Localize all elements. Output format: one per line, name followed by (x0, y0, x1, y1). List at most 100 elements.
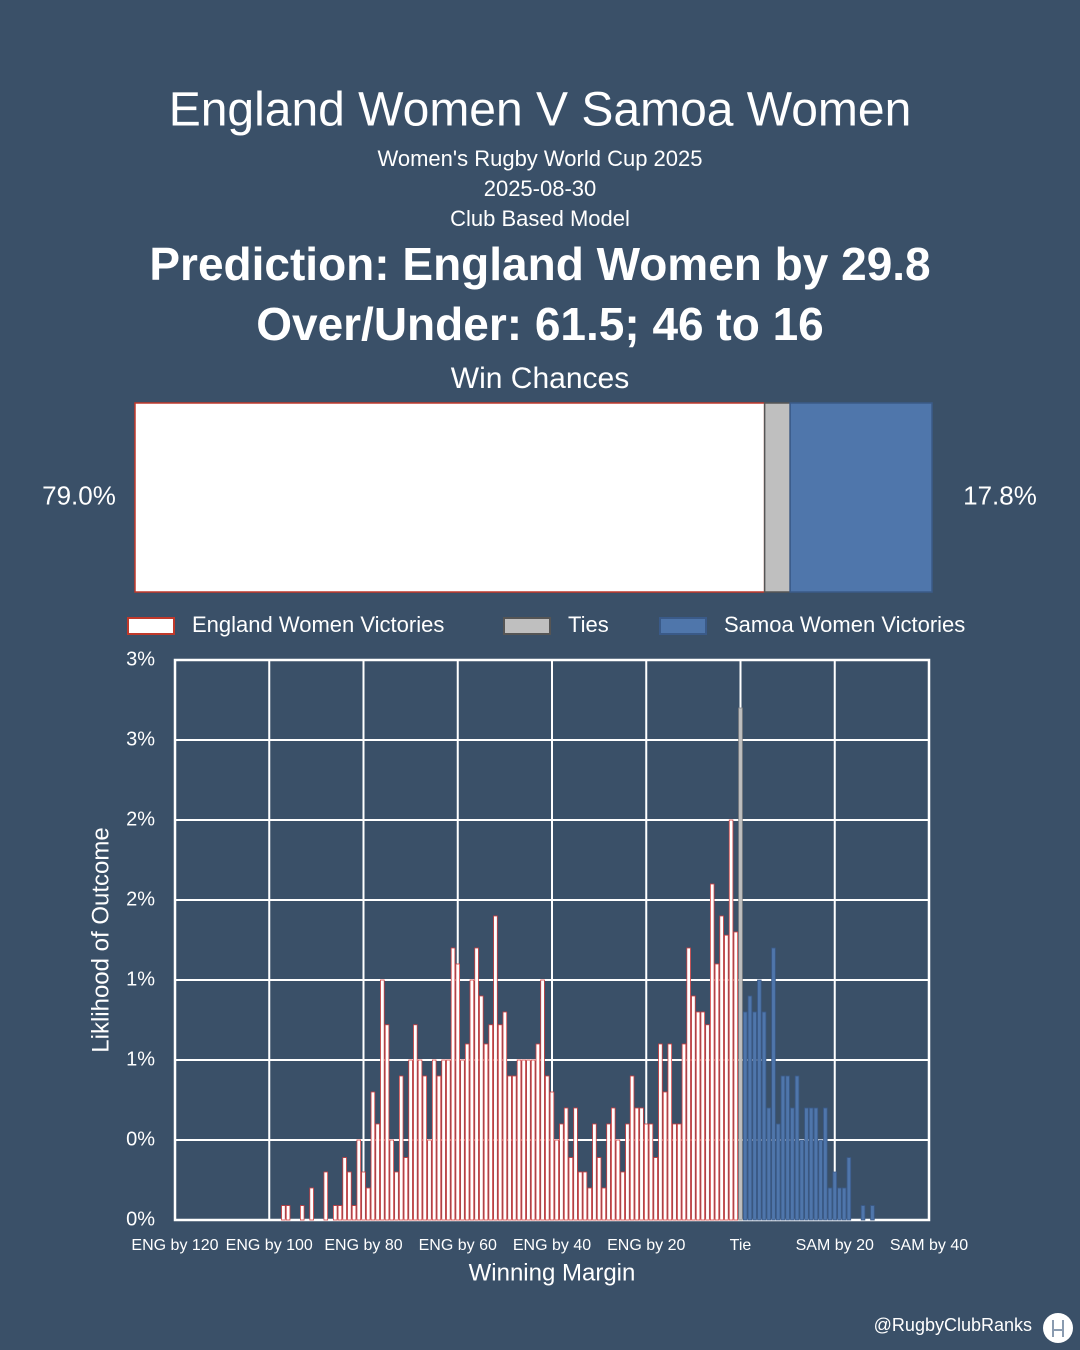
histogram-bar (408, 1059, 413, 1221)
histogram-bar (285, 1205, 291, 1221)
histogram-bar (568, 1157, 574, 1221)
histogram-bar (431, 1059, 437, 1221)
histogram-bar (629, 1075, 635, 1221)
histogram-bar (775, 1123, 781, 1221)
histogram-bar (521, 1059, 526, 1221)
histogram-bar (479, 995, 484, 1221)
histogram-bar (342, 1157, 347, 1221)
x-tick-label: Tie (730, 1237, 752, 1254)
histogram-bar (446, 1059, 451, 1221)
x-axis-title: Winning Margin (469, 1259, 636, 1286)
histogram-bar (615, 1139, 621, 1221)
histogram-bar (549, 1091, 555, 1221)
histogram-bar (823, 1107, 828, 1221)
x-tick-label: ENG by 120 (131, 1237, 218, 1254)
histogram-bar (299, 1205, 305, 1221)
histogram-bar (422, 1075, 428, 1221)
histogram-bar (658, 1043, 663, 1221)
histogram-bar (502, 1011, 508, 1221)
histogram-bar (356, 1139, 362, 1221)
legend-label: Samoa Women Victories (724, 612, 965, 637)
histogram-bar (761, 1011, 767, 1221)
y-tick-label: 0% (126, 1208, 155, 1230)
histogram-bar (483, 1043, 489, 1221)
histogram-bar (714, 963, 720, 1221)
histogram-bar (578, 1171, 583, 1221)
competition: Women's Rugby World Cup 2025 (378, 146, 703, 171)
histogram-bar (450, 947, 456, 1221)
histogram-bar (526, 1059, 531, 1221)
histogram-bar (361, 1171, 366, 1221)
histogram-bar (389, 1139, 395, 1221)
histogram-bar (771, 947, 776, 1221)
histogram-bar (742, 1011, 748, 1221)
histogram-bar (398, 1075, 404, 1221)
histogram-bar (709, 883, 715, 1221)
histogram-bar (365, 1187, 371, 1221)
histogram-bar (804, 1107, 809, 1221)
histogram-bar (545, 1075, 550, 1221)
histogram-bar (747, 995, 753, 1221)
histogram-bar (436, 1075, 442, 1221)
histogram-bar (818, 1139, 823, 1221)
histogram-bar (648, 1123, 654, 1221)
x-tick-label: ENG by 60 (419, 1237, 497, 1254)
histogram-bar (488, 1024, 493, 1221)
histogram-bar (563, 1107, 569, 1221)
histogram-bar (634, 1107, 640, 1221)
histogram-bar (427, 1139, 432, 1221)
histogram-bar (705, 1024, 710, 1221)
histogram-bar (417, 1059, 423, 1221)
histogram-bar (625, 1123, 630, 1221)
histogram-bar (455, 963, 460, 1221)
histogram-bar (469, 979, 475, 1221)
histogram-bar (870, 1205, 875, 1221)
y-tick-label: 1% (126, 968, 155, 990)
histogram-bar (323, 1171, 329, 1221)
logo-mark (1052, 1320, 1064, 1337)
histogram-bar (700, 1011, 706, 1221)
histogram-bar (582, 1171, 588, 1221)
win-label: 79.0% (42, 480, 116, 510)
histogram-bar (827, 1187, 833, 1221)
histogram-bar (380, 979, 385, 1221)
legend-swatch (503, 617, 551, 635)
histogram-bar (497, 1024, 503, 1221)
histogram-bar (662, 1091, 668, 1221)
histogram-bar (757, 979, 762, 1221)
histogram-bar (733, 931, 739, 1221)
histogram-bar (493, 915, 498, 1221)
histogram-bar (464, 1043, 470, 1221)
model: Club Based Model (450, 206, 630, 231)
histogram-bar (695, 1011, 701, 1221)
y-tick-label: 2% (126, 808, 155, 830)
legend-label: Ties (568, 612, 609, 637)
histogram-bar (841, 1187, 847, 1221)
histogram-bar (832, 1171, 837, 1221)
histogram-bar (309, 1187, 314, 1221)
histogram-bar (332, 1205, 338, 1221)
y-tick-label: 2% (126, 888, 155, 910)
histogram-bar (554, 1139, 559, 1221)
histogram-bar (507, 1075, 512, 1221)
x-tick-label: ENG by 40 (513, 1237, 591, 1254)
histogram-bar (474, 947, 479, 1221)
histogram-bar (573, 1107, 578, 1221)
date: 2025-08-30 (484, 176, 597, 201)
histogram-bar (403, 1157, 409, 1221)
y-tick-label: 0% (126, 1128, 155, 1150)
histogram-bar (785, 1075, 790, 1221)
histogram-bar (394, 1171, 399, 1221)
histogram-bar (719, 915, 724, 1221)
histogram-bar (347, 1171, 352, 1221)
histogram-bar (530, 1059, 536, 1221)
y-tick-label: 3% (126, 728, 155, 750)
histogram-bar (611, 1107, 616, 1221)
footer: @RugbyClubRanks (874, 1315, 1032, 1335)
histogram-bar (559, 1123, 564, 1221)
y-tick-label: 3% (126, 648, 155, 670)
x-tick-label: ENG by 80 (324, 1237, 402, 1254)
histogram-bar (728, 819, 734, 1221)
histogram-bar (606, 1123, 611, 1221)
